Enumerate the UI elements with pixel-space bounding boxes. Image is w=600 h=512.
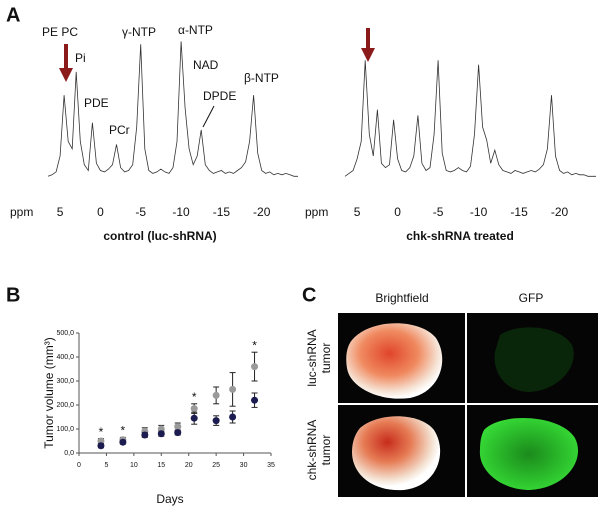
panel-label: A — [6, 4, 20, 26]
x-axis-label: chk-shRNA treated — [406, 229, 514, 243]
x-tick-label: 0 — [77, 462, 81, 469]
row-label: luc-shRNA — [305, 329, 319, 386]
x-axis-label: Days — [156, 492, 183, 506]
x-tick-label: -10 — [172, 205, 190, 219]
y-tick-label: 500,0 — [56, 330, 74, 337]
row-label: tumor — [319, 435, 333, 466]
x-tick-label: 0 — [394, 205, 401, 219]
y-axis-label: Tumor volume (mm³) — [42, 337, 56, 449]
spectrum-line — [47, 41, 298, 177]
x-axis-label: control (luc-shRNA) — [103, 229, 216, 243]
y-tick-label: 400,0 — [56, 354, 74, 361]
x-tick-label: 5 — [104, 462, 108, 469]
row-label: tumor — [319, 343, 333, 374]
peak-label: PCr — [109, 123, 130, 137]
row-label: chk-shRNA — [305, 420, 319, 481]
x-tick-label: -20 — [253, 205, 271, 219]
x-tick-label: 15 — [157, 462, 165, 469]
column-header: Brightfield — [375, 291, 428, 305]
point — [212, 417, 220, 425]
peak-label: PDE — [84, 96, 109, 110]
significance-mark: * — [99, 425, 104, 439]
significance-mark: * — [252, 338, 257, 352]
peak-label: NAD — [193, 58, 219, 72]
x-tick-label: 5 — [354, 205, 361, 219]
peak-label: α-NTP — [178, 23, 213, 37]
point — [119, 438, 127, 446]
x-tick-label: 20 — [185, 462, 193, 469]
point — [157, 425, 165, 433]
image-panel — [338, 313, 598, 497]
column-header: GFP — [519, 291, 544, 305]
point — [97, 442, 105, 450]
point — [212, 391, 220, 399]
point — [174, 429, 182, 437]
significance-mark: * — [121, 424, 126, 438]
point — [141, 431, 149, 439]
axis-unit: ppm — [10, 205, 33, 219]
x-tick-label: -20 — [551, 205, 569, 219]
x-tick-label: -15 — [510, 205, 528, 219]
point — [174, 423, 182, 431]
point — [190, 405, 198, 413]
pointer-line — [202, 105, 215, 128]
spectrum-line — [344, 60, 596, 177]
y-tick-label: 200,0 — [56, 402, 74, 409]
x-tick-label: 35 — [267, 462, 275, 469]
arrow — [59, 44, 73, 82]
point — [157, 430, 165, 438]
peak-label: γ-NTP — [122, 25, 156, 39]
y-tick-label: 0,0 — [64, 450, 74, 457]
peak-label: β-NTP — [244, 71, 279, 85]
panel-label: B — [6, 284, 20, 306]
panel-label: C — [302, 284, 316, 306]
point — [251, 396, 259, 404]
x-tick-label: -5 — [433, 205, 444, 219]
axis-unit: ppm — [305, 205, 328, 219]
y-tick-label: 100,0 — [56, 426, 74, 433]
x-tick-label: -5 — [135, 205, 146, 219]
x-tick-label: 30 — [240, 462, 248, 469]
peak-label: Pi — [75, 51, 86, 65]
peak-label: DPDE — [203, 89, 236, 103]
point — [190, 414, 198, 422]
arrow — [361, 28, 375, 62]
point — [251, 363, 259, 371]
point — [229, 413, 237, 421]
x-tick-label: 0 — [97, 205, 104, 219]
y-tick-label: 300,0 — [56, 378, 74, 385]
x-tick-label: 5 — [57, 205, 64, 219]
peak-label: PE PC — [42, 25, 78, 39]
point — [229, 385, 237, 393]
x-tick-label: 25 — [212, 462, 220, 469]
x-tick-label: 10 — [130, 462, 138, 469]
point — [97, 437, 105, 445]
significance-mark: * — [192, 390, 197, 404]
x-tick-label: -15 — [213, 205, 231, 219]
x-tick-label: -10 — [470, 205, 488, 219]
